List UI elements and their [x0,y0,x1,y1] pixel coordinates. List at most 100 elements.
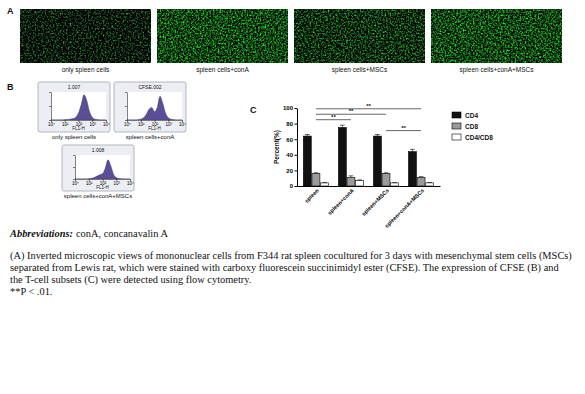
tick: 10¹ [138,120,145,127]
caption-text: (A) Inverted microscopic views of mononu… [10,250,572,285]
tick: 10⁰ [72,179,79,186]
error-cap [349,175,354,176]
bar [347,177,355,186]
chart-title: CFSE.002 [138,84,161,90]
error-bar [342,125,343,127]
tick: 40 [286,152,297,158]
error-cap [322,182,327,183]
image-label: only spleen cells [62,66,110,74]
significance-label: ** [366,103,371,109]
bar [312,174,320,186]
panel-label: spleen cells+conA+MSCs [64,193,132,199]
tick-mark [125,106,127,107]
y-axis [49,93,52,121]
tick [125,120,127,121]
tick-mark [295,170,298,171]
bar-chart: 020406080100spleenspleen+conAspleen+MSCs… [273,103,493,229]
plot-area [75,155,130,179]
tick [73,167,75,168]
tick: 10³ [113,179,120,186]
image-label: spleen cells+MSCs [332,66,388,74]
tick-label: 80 [286,121,293,127]
tick-label: spleen [303,187,320,204]
legend-swatch [452,123,461,129]
caption-note: **P < .01. [10,286,52,297]
error-cap [410,149,415,150]
tick: 10⁴ [179,120,186,127]
y-axis [73,156,76,180]
tick [125,92,127,93]
axis-line [51,93,52,121]
caption: Abbreviations:conA, concanavalin A (A) In… [10,228,572,298]
tick: 10¹ [86,179,93,186]
tick: spleen+conA [326,187,355,216]
legend-label: CD8 [465,123,478,130]
image-label: spleen cells+conA+MSCs [459,66,534,74]
tick-mark [125,92,127,93]
caption-text: conA, concanavalin A [76,228,168,239]
legend-label: CD4/CD8 [465,134,493,141]
significance-label: ** [401,125,406,131]
tick-label: 60 [286,137,293,143]
histogram-panel: 1.00710⁰10¹10²10³10⁴FL1-H [38,82,110,132]
tick: 10⁴ [103,120,110,127]
plot-marks [75,160,130,179]
tick-label: 10¹ [62,122,69,127]
panel-frame [114,82,186,132]
tick-label: spleen+conA+MSCs [383,187,425,229]
error-bar [412,149,413,151]
tick: spleen+conA+MSCs [383,187,425,229]
tick: spleen+MSCs [360,187,390,217]
tick-mark [295,108,298,109]
axis-line [52,120,107,121]
tick-label: 20 [286,168,293,174]
tick-mark [295,139,298,140]
chart-title: 1.007 [68,84,81,90]
tick-mark [295,186,298,187]
axis-line [297,109,298,187]
panel-label: only spleen cells [52,134,96,140]
tick-label: 0 [290,183,294,189]
tick [49,92,51,93]
error-cap [375,134,380,135]
tick: 10¹ [62,120,69,127]
panel-frame [62,145,134,191]
axis-line [127,93,128,121]
axis-title: FL1-H [148,126,161,131]
tick-mark [49,92,51,93]
x-axis: spleen spleen+conAspleen+MSCsspleen+conA+… [298,187,441,229]
histogram-area [51,95,106,120]
tick [49,120,51,121]
chart-title: 1.008 [92,147,105,153]
tick [49,106,51,107]
tick-label: spleen+conA [326,187,355,216]
legend-swatch [452,112,461,118]
tick: 60 [286,137,297,143]
panel-letter: A [7,6,14,16]
tick-mark [125,120,127,121]
image-label: spleen cells+conA [196,66,249,74]
significance-label: ** [349,108,354,114]
tick-label: 10³ [165,122,172,127]
legend-label: CD4 [465,112,478,119]
panel-frame [38,82,110,132]
error-cap [357,179,362,180]
plot-marks [51,95,106,120]
histogram-area [75,160,130,179]
bar [408,152,416,186]
tick-label: 10⁴ [179,122,186,127]
tick-mark [73,155,75,156]
micrograph [431,9,562,63]
figure: ABConly spleen cellsspleen cells+conAspl… [0,0,585,394]
plot-marks [303,125,433,186]
axis-title: FL1-H [96,185,109,190]
tick: 10⁴ [127,179,134,186]
histogram-area [127,96,182,120]
error-cap [427,182,432,183]
bar [426,183,434,186]
tick-label: 10¹ [86,181,93,186]
caption-label: Abbreviations: [10,228,73,239]
bar [382,174,390,186]
tick: 10⁰ [48,120,55,127]
tick-label: 10⁰ [124,122,131,127]
